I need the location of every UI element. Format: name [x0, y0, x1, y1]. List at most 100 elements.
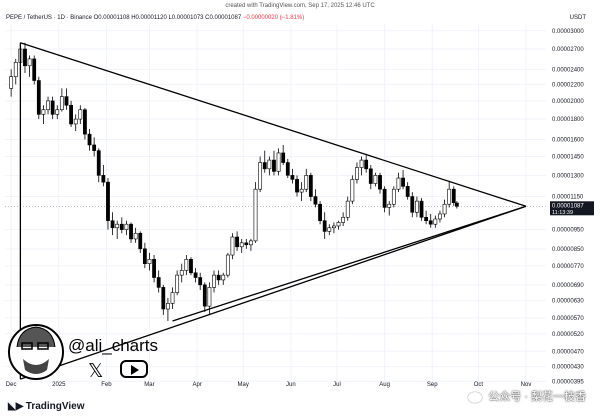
- candle-body: [235, 236, 239, 248]
- wechat-account: 公众号 · 梨花一枝香: [488, 391, 586, 403]
- candle-body: [101, 175, 106, 183]
- x-tick-label: Apr: [192, 382, 201, 388]
- candle-body: [447, 188, 452, 205]
- candle-body: [428, 220, 433, 225]
- social-handle: @ali_charts: [68, 336, 159, 355]
- candle-body: [184, 258, 189, 271]
- candle-body: [78, 109, 83, 120]
- price-tag: 0.00001087 11:13:39: [550, 201, 594, 216]
- candle-body: [230, 236, 235, 256]
- candle-body: [23, 48, 27, 67]
- candle-body: [189, 258, 193, 274]
- candle-body: [212, 274, 216, 288]
- y-tick-label: 0.00000770: [552, 264, 584, 270]
- candle-body: [267, 159, 272, 170]
- candle-body: [55, 109, 60, 115]
- currency-label: USDT: [569, 15, 586, 21]
- y-axis: 0.00003000 0.00002700 0.00002400 0.00002200…: [552, 29, 584, 386]
- candle-body: [290, 175, 295, 180]
- x-tick-label: Nov: [521, 382, 532, 388]
- candle-body: [13, 62, 18, 78]
- tradingview-logo[interactable]: ◣▶ TradingView: [8, 401, 85, 412]
- wechat-watermark: 公众号 · 梨花一枝香: [468, 388, 586, 404]
- x-axis: Dec 2025 Feb Mar Apr May Jun Jul Aug Sep Oct Nov: [6, 382, 532, 388]
- candle-body: [198, 277, 203, 286]
- chart-caption: created with TradingView.com, Sep 17, 20…: [225, 3, 375, 9]
- candle-body: [32, 58, 37, 81]
- chart-grid: [5, 24, 546, 388]
- candle-body: [451, 188, 456, 203]
- candle-body: [115, 223, 120, 229]
- candle-body: [387, 203, 392, 208]
- avatar: [8, 324, 64, 380]
- triangle-lines: [19, 42, 527, 380]
- candle-body: [304, 175, 309, 190]
- y-tick-label: 0.00000395: [552, 379, 584, 385]
- candle-body: [419, 200, 424, 218]
- x-tick-label: Jul: [333, 382, 341, 388]
- candle-body: [96, 150, 101, 176]
- candle-body: [221, 274, 226, 281]
- y-tick-label: 0.00001150: [552, 195, 584, 201]
- candle-body: [36, 80, 41, 115]
- y-tick-label: 0.00001300: [552, 173, 584, 179]
- candle-body: [285, 162, 290, 176]
- candle-body: [9, 76, 14, 89]
- candle-body: [382, 188, 387, 208]
- candle-body: [364, 159, 369, 170]
- x-tick-label: Sep: [427, 382, 438, 388]
- candle-body: [414, 200, 419, 213]
- y-tick-label: 0.00003000: [552, 29, 584, 35]
- candle-body: [175, 274, 180, 293]
- y-tick-label: 0.00000430: [552, 365, 584, 371]
- candle-body: [401, 177, 405, 187]
- y-tick-label: 0.00000850: [552, 247, 584, 253]
- candle-body: [258, 162, 263, 190]
- candle-body: [355, 167, 359, 180]
- tradingview-logo-icon: ◣▶: [8, 401, 24, 412]
- candle-body: [322, 220, 327, 232]
- y-tick-label: 0.00000630: [552, 299, 584, 305]
- x-tick-label: Oct: [474, 382, 484, 388]
- candle-body: [119, 223, 124, 230]
- candle-body: [87, 133, 92, 146]
- y-tick-label: 0.00000690: [552, 283, 584, 289]
- x-tick-label: Dec: [6, 382, 17, 388]
- y-tick-label: 0.00000950: [552, 228, 584, 234]
- candle-body: [129, 223, 133, 240]
- candle-body: [156, 277, 161, 288]
- y-tick-label: 0.00002200: [552, 82, 584, 88]
- y-tick-label: 0.00000470: [552, 349, 584, 355]
- candle-body: [327, 227, 332, 232]
- candle-body: [202, 284, 207, 307]
- candle-body: [249, 240, 253, 246]
- candle-body: [345, 200, 350, 218]
- ohlc-values: O0.00001108 H0.00001120 L0.00001073 C0.0…: [93, 15, 242, 21]
- candle-body: [50, 100, 55, 115]
- y-tick-label: 0.00001450: [552, 154, 584, 160]
- candle-body: [170, 292, 175, 304]
- candle-body: [396, 177, 401, 190]
- candle-body: [64, 96, 69, 106]
- candle-body: [59, 96, 64, 111]
- candle-body: [295, 179, 299, 193]
- candle-body: [424, 216, 429, 222]
- candle-body: [133, 232, 138, 240]
- candle-body: [239, 242, 244, 248]
- x-tick-label: Mar: [144, 382, 154, 388]
- candle-body: [433, 218, 438, 225]
- candle-body: [442, 203, 447, 215]
- candle-body: [225, 254, 230, 276]
- y-tick-label: 0.00001600: [552, 137, 584, 143]
- candle-body: [253, 188, 258, 242]
- candle-body: [69, 104, 73, 125]
- symbol-header: PEPE / TetherUS · 1D · Binance O0.000011…: [6, 15, 304, 21]
- wechat-icon: [468, 391, 483, 403]
- candle-body: [391, 188, 396, 205]
- candle-body: [276, 152, 281, 172]
- candle-body: [373, 175, 378, 184]
- y-tick-label: 0.00001800: [552, 117, 584, 123]
- candle-body: [299, 188, 304, 193]
- candle-body: [313, 196, 318, 205]
